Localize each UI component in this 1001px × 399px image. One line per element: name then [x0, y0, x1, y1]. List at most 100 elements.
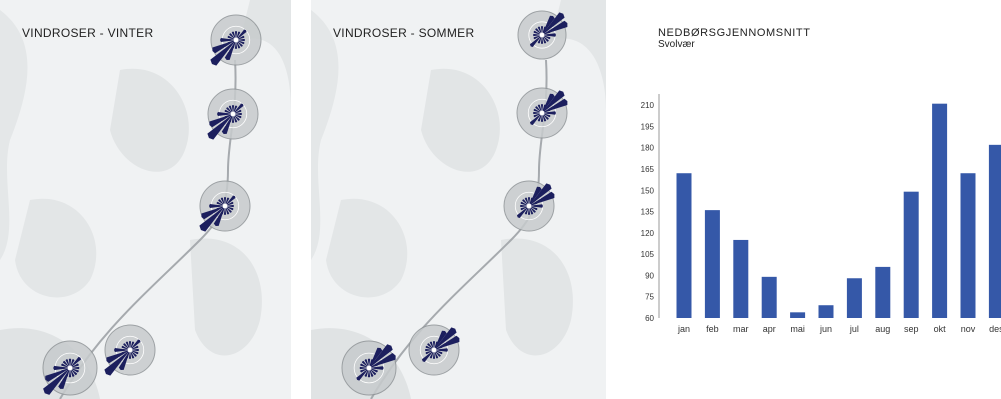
wind-rose-petal	[104, 350, 130, 376]
y-tick-label: 195	[641, 122, 655, 131]
wind-rose-petal	[434, 330, 447, 350]
wind-rose-petal	[53, 365, 70, 371]
wind-rose-petal	[361, 360, 369, 368]
bar	[875, 266, 891, 318]
wind-rose-petal	[540, 26, 544, 35]
bar	[790, 312, 806, 318]
y-tick-label: 60	[645, 314, 654, 323]
wind-rose-petal	[529, 35, 542, 48]
wind-rose-petal	[212, 40, 236, 54]
map-title: VINDROSER - VINTER	[22, 26, 154, 40]
bar	[903, 191, 919, 318]
wind-rose	[517, 10, 568, 60]
wind-rose-petal	[118, 350, 130, 370]
wind-rose-petal	[106, 350, 130, 364]
wind-rose-petal	[68, 368, 72, 378]
bar	[761, 276, 777, 318]
x-tick-label: jan	[677, 324, 690, 334]
wind-rose-petal	[207, 114, 233, 140]
wind-rose-petal	[432, 350, 436, 359]
wind-rose-petal	[367, 368, 371, 378]
wind-rose	[408, 324, 460, 376]
wind-rose-petal	[527, 197, 531, 206]
wind-rose	[516, 87, 568, 139]
x-tick-label: okt	[934, 324, 947, 334]
wind-rose-petal	[516, 206, 529, 219]
wind-rose-petal	[356, 368, 369, 381]
map-title: VINDROSER - SOMMER	[333, 26, 475, 40]
wind-rose-petal	[234, 40, 238, 49]
x-tick-label: des	[989, 324, 1001, 334]
wind-rose-petal	[359, 366, 369, 370]
wind-rose-petal	[45, 368, 70, 382]
wind-rose-petal	[128, 350, 132, 359]
wind-rose-petal	[130, 348, 139, 352]
bar	[818, 305, 834, 318]
wind-rose-petal	[527, 206, 531, 215]
wind-rose-group	[341, 10, 568, 396]
wind-rose-petal	[62, 360, 70, 368]
wind-rose-petal	[421, 350, 434, 363]
wind-rose-petal	[209, 204, 225, 208]
wind-rose-group	[42, 14, 262, 396]
wind-rose-petal	[529, 204, 543, 208]
wind-rose-petal	[369, 353, 396, 368]
wind-rose	[199, 180, 251, 232]
wind-rose-petal	[224, 40, 236, 60]
wind-rose-petal	[231, 105, 235, 114]
map-panel-winter: VINDROSER - VINTER	[0, 0, 291, 399]
wind-rose-petal	[369, 344, 393, 368]
y-tick-label: 120	[641, 229, 655, 238]
wind-rose	[341, 340, 397, 396]
y-tick-label: 150	[641, 186, 655, 195]
wind-rose	[104, 324, 156, 376]
wind-rose-petal	[128, 341, 132, 350]
wind-rose-petal	[70, 366, 80, 370]
wind-rose-petal	[540, 113, 544, 122]
wind-rose-petal	[68, 358, 72, 368]
chart-subtitle: Svolvær	[658, 39, 695, 50]
precipitation-chart: NEDBØRSGJENNOMSNITT Svolvær 60 75 90 105 120…	[610, 0, 1001, 399]
x-tick-label: jun	[819, 324, 832, 334]
chart-title: NEDBØRSGJENNOMSNITT	[658, 27, 811, 39]
wind-rose-petal	[236, 38, 245, 42]
wind-rose-petal	[223, 197, 227, 206]
y-tick-label: 105	[641, 250, 655, 259]
bar	[960, 173, 976, 318]
wind-rose-petal	[223, 206, 227, 215]
bar	[676, 173, 692, 318]
wind-rose-petal	[520, 204, 529, 208]
x-tick-label: nov	[961, 324, 976, 334]
wind-rose-petal	[217, 112, 233, 116]
wind-rose-petal	[234, 31, 238, 40]
x-tick-label: mai	[790, 324, 805, 334]
wind-rose-petal	[542, 90, 565, 113]
bar	[988, 144, 1001, 318]
wind-rose-petal	[199, 206, 225, 232]
chart-canvas: 60 75 90 105 120 135 150 165 180 195 210 jan feb mar a…	[641, 94, 1001, 334]
wind-rose-petal	[434, 327, 457, 350]
wind-rose-petal	[221, 114, 233, 134]
wind-rose-petal	[369, 368, 377, 376]
wind-rose-petal	[540, 104, 544, 113]
wind-rose-petal	[432, 341, 436, 350]
wind-rose	[207, 88, 259, 140]
wind-rose-petal	[70, 356, 82, 368]
y-tick-label: 210	[641, 101, 655, 110]
wind-rose-petal	[542, 93, 555, 113]
wind-rose-petal	[434, 348, 448, 352]
wind-rose-petal	[542, 15, 555, 35]
wind-rose-petal	[70, 368, 78, 376]
x-tick-label: jul	[849, 324, 859, 334]
wind-rose-petal	[542, 111, 556, 115]
wind-rose-petal	[233, 112, 242, 116]
wind-rose-petal	[43, 368, 70, 395]
wind-rose-petal	[213, 206, 225, 226]
wind-rose-petal	[369, 366, 384, 370]
wind-rose-petal	[542, 33, 556, 37]
wind-rose-petal	[533, 33, 542, 37]
wind-rose-petal	[542, 98, 568, 113]
bar	[846, 278, 862, 318]
wind-rose-petal	[114, 348, 130, 352]
wind-rose-petal	[425, 348, 434, 352]
